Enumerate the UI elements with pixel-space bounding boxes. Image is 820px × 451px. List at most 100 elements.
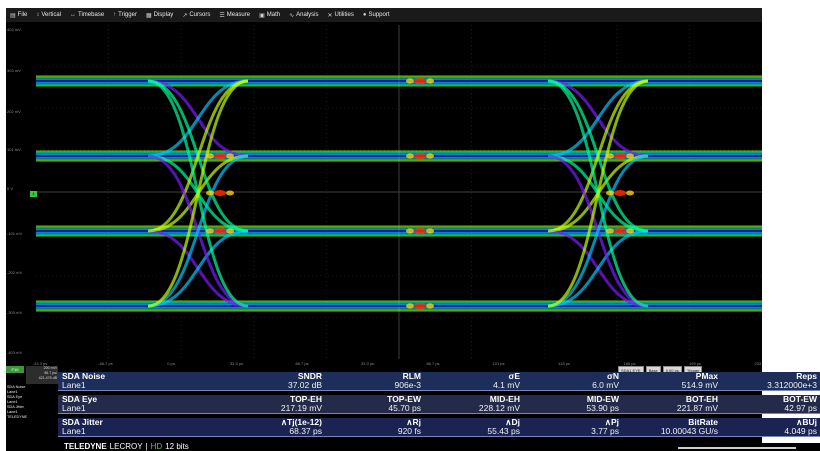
side-list-item[interactable]: SDA Jitter <box>7 405 24 409</box>
measurement-value: 55.43 ps <box>487 426 520 436</box>
column-header[interactable]: σE <box>508 371 520 381</box>
eye-hotspot <box>426 153 434 159</box>
measurement-value: 68.37 ps <box>289 426 322 436</box>
column-header[interactable]: ∧Rj <box>406 417 421 427</box>
x-axis-tick-label: 166 ps <box>623 361 636 366</box>
vertical-icon: ↕ <box>36 12 40 18</box>
eye-hotspot <box>406 228 414 234</box>
eye-transition-trace <box>547 79 649 308</box>
measurement-value: 37.02 dB <box>287 380 322 390</box>
table-separator <box>58 390 820 391</box>
eye-hotspot <box>226 228 234 234</box>
eye-hotspot <box>426 78 434 84</box>
column-header[interactable]: ∧Pj <box>604 417 619 427</box>
column-header[interactable]: RLM <box>402 371 421 381</box>
menu-vertical[interactable]: ↕ Vertical <box>36 12 61 18</box>
column-header[interactable]: MID-EW <box>586 394 619 404</box>
eye-hotspot <box>214 190 226 196</box>
function-tag[interactable]: F10 <box>6 366 24 373</box>
column-header[interactable]: ∧Tj(1e-12) <box>280 417 322 427</box>
eye-hotspot <box>406 153 414 159</box>
side-list-item[interactable]: Lane1 <box>7 390 18 394</box>
menu-label: Math <box>266 12 281 18</box>
measurement-value: 514.9 mV <box>681 380 718 390</box>
trigger-icon: ↑ <box>113 12 117 18</box>
brand-name-2: LECROY <box>109 442 143 451</box>
eye-hotspot <box>226 190 234 196</box>
table-row: Lane1 217.19 mV 45.70 ps 228.12 mV 53.90 ps 2… <box>58 404 820 413</box>
eye-hotspot <box>614 190 626 196</box>
side-list-item[interactable]: SDA Noise <box>7 385 26 389</box>
x-axis-tick-label: 33.3 ps <box>360 361 375 366</box>
eye-hotspot <box>206 153 214 159</box>
menu-label: Measure <box>226 12 251 18</box>
column-header[interactable]: PMax <box>695 371 718 381</box>
table-separator <box>58 413 820 414</box>
side-list-item[interactable]: Lane1 <box>7 400 18 404</box>
menu-measure[interactable]: ☰ Measure <box>219 12 250 19</box>
measurement-value: 10.00043 GU/s <box>660 426 718 436</box>
x-axis-tick-label: 66.7 ps <box>295 361 309 366</box>
menu-label: Timebase <box>78 12 105 18</box>
column-header[interactable]: TOP-EW <box>387 394 421 404</box>
side-list-item[interactable]: Lane1 <box>7 410 18 414</box>
side-list-item: TELEDYNE <box>7 415 28 419</box>
menu-trigger[interactable]: ↑ Trigger <box>113 12 137 18</box>
menu-analysis[interactable]: ∿ Analysis <box>289 12 318 19</box>
horizontal-scrollbar[interactable] <box>678 447 796 449</box>
column-header[interactable]: σN <box>607 371 619 381</box>
column-header[interactable]: BOT-EH <box>685 394 718 404</box>
menu-bar: ▤ File ↕ Vertical ↔ Timebase ↑ Trigger ▦ Display ↗… <box>6 8 762 22</box>
eye-transition-trace <box>147 79 249 308</box>
x-axis-tick-label: -33.3 ps <box>32 361 48 366</box>
y-axis-tick-label: -202 mV <box>7 270 23 275</box>
bit-depth: 12 bits <box>165 442 189 451</box>
brand-name: TELEDYNE <box>64 442 107 451</box>
menu-label: Cursors <box>189 12 211 18</box>
measurement-value: 42.97 ps <box>784 403 817 413</box>
measurement-value: 906e-3 <box>394 380 421 390</box>
column-header[interactable]: MID-EH <box>489 394 520 404</box>
menu-support[interactable]: ● Support <box>363 12 390 18</box>
eye-hotspot <box>226 153 234 159</box>
support-icon: ● <box>362 12 367 18</box>
column-header[interactable]: BitRate <box>688 417 718 427</box>
column-header[interactable]: BOT-EW <box>783 394 817 404</box>
footer-brand-bar: TELEDYNE LECROY | HD 12 bits <box>58 443 820 451</box>
channel-marker[interactable]: 1 <box>30 191 37 197</box>
column-header[interactable]: ∧Dj <box>505 417 520 427</box>
eye-diagram-grid[interactable] <box>36 25 762 359</box>
measure-group-name[interactable]: SDA Noise <box>62 371 106 381</box>
x-axis-tick-label: 33.3 ps <box>229 361 244 366</box>
measurement-value: 45.70 ps <box>388 403 421 413</box>
column-header[interactable]: Reps <box>796 371 817 381</box>
side-list-item[interactable]: SDA Eye <box>7 395 23 399</box>
eye-transition-trace <box>147 79 249 158</box>
menu-timebase[interactable]: ↔ Timebase <box>70 12 104 18</box>
math-icon: ▣ <box>259 12 265 19</box>
eye-hotspot <box>406 78 414 84</box>
y-axis-tick-label: 0 V <box>7 186 14 191</box>
measure-icon: ☰ <box>219 12 225 19</box>
eye-hotspot <box>414 303 426 309</box>
menu-cursors[interactable]: ↗ Cursors <box>182 12 210 19</box>
measure-group-name[interactable]: SDA Jitter <box>62 417 103 427</box>
eye-hotspot <box>414 153 426 159</box>
menu-math[interactable]: ▣ Math <box>259 12 280 19</box>
function-descriptor-box[interactable]: 200 mV/ 96.7 ps/ 421.475 dB <box>26 366 58 384</box>
menu-label: Vertical <box>41 12 62 18</box>
menu-label: Display <box>153 12 174 18</box>
menu-file[interactable]: ▤ File <box>10 12 27 19</box>
x-axis-tick-label: 133 ps <box>557 361 571 366</box>
eye-hotspot <box>426 303 434 309</box>
column-header[interactable]: SNDR <box>297 371 322 381</box>
eye-hotspot <box>206 190 214 196</box>
column-header[interactable]: TOP-EH <box>290 394 322 404</box>
measure-group-name[interactable]: SDA Eye <box>62 394 98 404</box>
eye-hotspot <box>606 153 614 159</box>
menu-utilities[interactable]: ✕ Utilities <box>327 12 353 19</box>
measurement-value: 6.0 mV <box>592 380 619 390</box>
menu-display[interactable]: ▦ Display <box>146 12 173 19</box>
eye-hotspot <box>426 228 434 234</box>
column-header[interactable]: ∧BUj <box>796 417 817 427</box>
